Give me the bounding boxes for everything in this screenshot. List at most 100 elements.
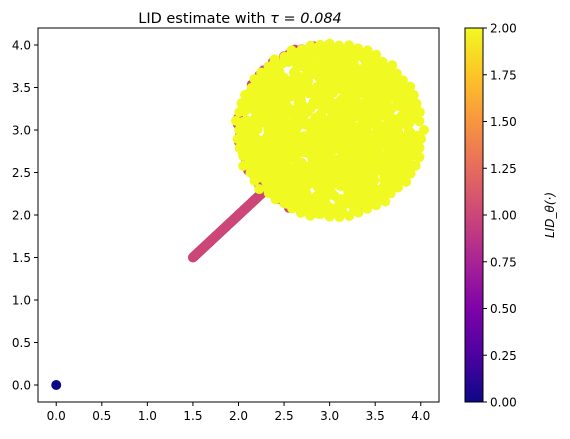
data-point (353, 207, 364, 218)
data-point (312, 139, 323, 150)
data-point (270, 194, 281, 205)
data-point (381, 84, 392, 95)
data-point (380, 170, 391, 181)
y-tick-label: 3.0 (12, 124, 31, 138)
data-point (295, 207, 306, 218)
data-point (234, 142, 245, 153)
data-point (351, 81, 362, 92)
y-tick-label: 0.5 (12, 336, 31, 350)
x-tick-label: 3.5 (366, 409, 385, 423)
data-point (318, 53, 329, 64)
data-point (317, 73, 328, 84)
data-point (297, 180, 308, 191)
data-point (310, 170, 321, 181)
data-point (236, 98, 247, 109)
data-point (344, 210, 355, 221)
data-point (299, 138, 310, 149)
data-point (343, 71, 354, 82)
data-point (416, 133, 427, 144)
data-point (362, 87, 373, 98)
data-point (350, 93, 361, 104)
data-point (245, 167, 256, 178)
data-point (293, 62, 304, 73)
data-point (338, 196, 349, 207)
data-point (372, 149, 383, 160)
data-point (387, 102, 398, 113)
data-point (360, 190, 371, 201)
data-point (335, 113, 346, 124)
data-point (342, 106, 353, 117)
data-point (256, 67, 267, 78)
x-tick-label: 2.5 (275, 409, 294, 423)
data-point (243, 139, 254, 150)
data-point (232, 134, 243, 145)
data-point (249, 74, 260, 85)
data-point (411, 98, 422, 109)
data-point (393, 146, 404, 157)
data-point (405, 168, 416, 179)
colorbar (464, 27, 484, 403)
data-point (238, 151, 249, 162)
data-point (265, 107, 276, 118)
colorbar-tick-label: 1.00 (490, 209, 517, 223)
y-tick-label: 1.0 (12, 294, 31, 308)
data-point (321, 87, 332, 98)
data-point (334, 40, 345, 51)
data-point (357, 69, 368, 80)
y-tick-label: 4.0 (12, 39, 31, 53)
data-point (397, 75, 408, 86)
colorbar-tick-label: 0.25 (490, 349, 517, 363)
data-point (330, 126, 341, 137)
data-point (300, 62, 311, 73)
data-point (305, 40, 316, 51)
data-point (349, 162, 360, 173)
data-point (335, 181, 346, 192)
data-point (271, 93, 282, 104)
x-axis: 0.0 0.5 1.0 1.5 2.0 2.5 3.0 3.5 4.0 (47, 402, 430, 423)
data-point (302, 197, 313, 208)
data-point (273, 122, 284, 133)
y-tick-label: 0.0 (12, 379, 31, 393)
data-point (377, 56, 388, 67)
data-point (249, 175, 260, 186)
data-point (286, 82, 297, 93)
x-tick-label: 0.0 (47, 409, 66, 423)
data-point (350, 187, 361, 198)
data-point (318, 198, 329, 209)
data-point (313, 82, 324, 93)
data-point (361, 107, 372, 118)
data-point (377, 182, 388, 193)
data-point (401, 176, 412, 187)
data-point (371, 67, 382, 78)
data-point (389, 155, 400, 166)
data-point (377, 97, 388, 108)
chart-title: LID estimate with τ = 0.084 (138, 11, 342, 27)
data-point (281, 187, 292, 198)
data-point (380, 196, 391, 207)
colorbar-tick-label: 1.25 (490, 162, 517, 176)
data-point (273, 153, 284, 164)
data-point (286, 91, 297, 102)
data-point (368, 115, 379, 126)
x-tick-label: 1.5 (183, 409, 202, 423)
data-point (296, 158, 307, 169)
series-group-disk (230, 38, 430, 223)
y-tick-label: 2.0 (12, 209, 31, 223)
data-point (366, 161, 377, 172)
data-point (414, 107, 425, 118)
data-point (304, 70, 315, 81)
data-point (310, 57, 321, 68)
data-point (240, 89, 251, 100)
data-point (362, 129, 373, 140)
data-point (357, 156, 368, 167)
data-point (328, 142, 339, 153)
data-point (296, 44, 307, 55)
colorbar-tick-label: 1.75 (490, 68, 517, 82)
data-point (288, 153, 299, 164)
data-point (362, 203, 373, 214)
data-point (414, 152, 425, 163)
data-point (348, 197, 359, 208)
data-point (402, 121, 413, 132)
scatter-points (51, 38, 430, 390)
